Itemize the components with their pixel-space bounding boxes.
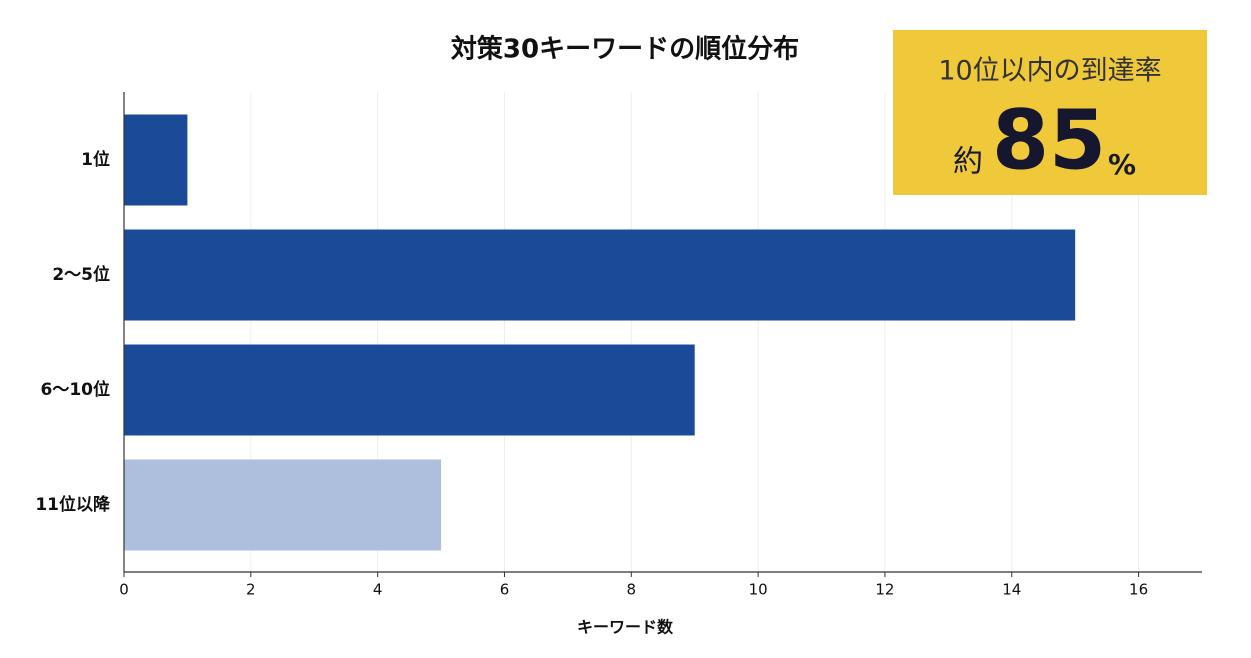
callout-prefix: 約 bbox=[953, 145, 983, 180]
callout-value: 85 bbox=[992, 93, 1106, 188]
x-tick-label: 6 bbox=[500, 581, 510, 599]
x-axis-label: キーワード数 bbox=[577, 618, 674, 637]
chart-title: 対策30キーワードの順位分布 bbox=[451, 34, 799, 65]
x-tick-label: 12 bbox=[875, 581, 894, 599]
x-tick-label: 14 bbox=[1002, 581, 1021, 599]
y-tick-label: 2〜5位 bbox=[52, 264, 110, 285]
x-tick-label: 2 bbox=[246, 581, 256, 599]
bar bbox=[124, 114, 188, 206]
x-tick-label: 0 bbox=[119, 581, 129, 599]
y-tick-label: 1位 bbox=[81, 149, 110, 170]
x-tick-label: 16 bbox=[1129, 581, 1148, 599]
y-tick-label: 6〜10位 bbox=[41, 379, 111, 400]
x-tick-label: 4 bbox=[373, 581, 383, 599]
callout-box bbox=[893, 30, 1207, 195]
callout-heading: 10位以内の到達率 bbox=[938, 56, 1161, 87]
bar bbox=[124, 459, 442, 551]
bar bbox=[124, 229, 1076, 321]
y-tick-label: 11位以降 bbox=[35, 494, 111, 515]
bar bbox=[124, 344, 695, 436]
x-tick-label: 8 bbox=[627, 581, 637, 599]
callout-suffix: % bbox=[1108, 148, 1136, 181]
x-tick-label: 10 bbox=[749, 581, 768, 599]
